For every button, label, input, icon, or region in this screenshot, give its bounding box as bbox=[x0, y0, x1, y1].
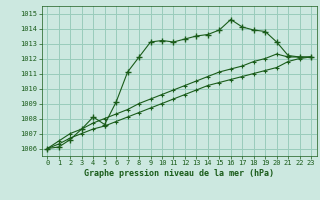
X-axis label: Graphe pression niveau de la mer (hPa): Graphe pression niveau de la mer (hPa) bbox=[84, 169, 274, 178]
